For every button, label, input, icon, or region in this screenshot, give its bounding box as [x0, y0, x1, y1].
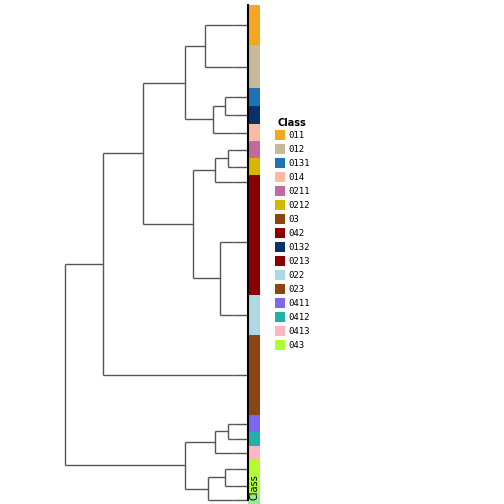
- Text: 03: 03: [288, 215, 299, 223]
- Text: 0413: 0413: [288, 327, 309, 336]
- Bar: [248, 335, 260, 415]
- Bar: [275, 172, 285, 182]
- Bar: [248, 106, 260, 124]
- Bar: [275, 284, 285, 294]
- Text: 0213: 0213: [288, 257, 309, 266]
- Bar: [275, 228, 285, 238]
- Bar: [275, 326, 285, 336]
- Text: 043: 043: [288, 341, 304, 349]
- Text: 012: 012: [288, 145, 304, 154]
- Bar: [275, 312, 285, 322]
- Bar: [275, 144, 285, 154]
- Bar: [248, 188, 260, 295]
- Text: 011: 011: [288, 131, 304, 140]
- Bar: [248, 158, 260, 175]
- Bar: [248, 88, 260, 106]
- Bar: [275, 340, 285, 350]
- Bar: [275, 200, 285, 210]
- Text: 014: 014: [288, 172, 304, 181]
- Bar: [248, 175, 260, 188]
- Text: 023: 023: [288, 284, 304, 293]
- Bar: [275, 270, 285, 280]
- Text: 0131: 0131: [288, 158, 309, 167]
- Bar: [248, 141, 260, 158]
- Bar: [248, 478, 260, 493]
- Text: 0412: 0412: [288, 312, 309, 322]
- Bar: [275, 214, 285, 224]
- Bar: [248, 493, 260, 504]
- Bar: [248, 415, 260, 432]
- Bar: [248, 124, 260, 141]
- Bar: [275, 158, 285, 168]
- Text: 042: 042: [288, 228, 304, 237]
- Text: 0211: 0211: [288, 186, 309, 196]
- Text: 022: 022: [288, 271, 304, 280]
- Text: 0212: 0212: [288, 201, 309, 210]
- Text: Class: Class: [249, 474, 259, 500]
- Bar: [248, 45, 260, 88]
- Bar: [275, 130, 285, 140]
- Bar: [275, 242, 285, 252]
- Text: 0411: 0411: [288, 298, 309, 307]
- Bar: [248, 295, 260, 335]
- Bar: [248, 446, 260, 460]
- Bar: [248, 460, 260, 478]
- Bar: [275, 298, 285, 308]
- Bar: [248, 5, 260, 45]
- Bar: [275, 186, 285, 196]
- Bar: [275, 256, 285, 266]
- Text: Class: Class: [277, 118, 306, 128]
- Bar: [248, 432, 260, 446]
- Text: 0132: 0132: [288, 242, 309, 251]
